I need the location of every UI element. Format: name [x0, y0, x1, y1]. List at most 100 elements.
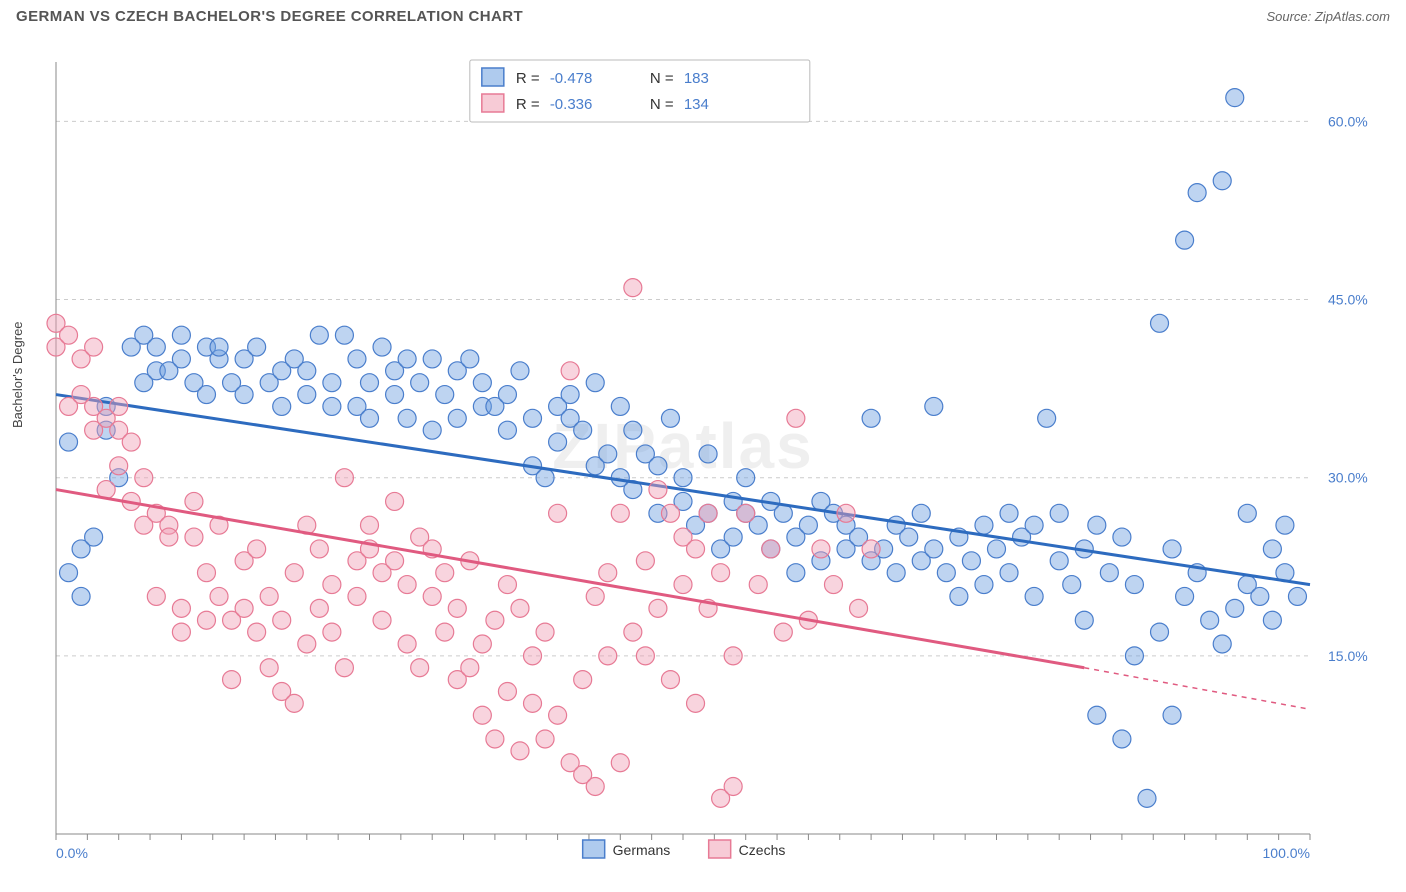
data-point — [110, 457, 128, 475]
data-point — [298, 362, 316, 380]
data-point — [473, 374, 491, 392]
data-point — [60, 326, 78, 344]
data-point — [398, 635, 416, 653]
stat-r-value: -0.336 — [550, 96, 593, 113]
data-point — [511, 742, 529, 760]
data-point — [636, 552, 654, 570]
stat-n-value: 134 — [684, 96, 709, 113]
data-point — [824, 576, 842, 594]
data-point — [498, 386, 516, 404]
data-point — [85, 528, 103, 546]
data-point — [486, 611, 504, 629]
data-point — [285, 694, 303, 712]
data-point — [586, 587, 604, 605]
data-point — [611, 504, 629, 522]
data-point — [1163, 706, 1181, 724]
data-point — [1226, 599, 1244, 617]
data-point — [235, 599, 253, 617]
data-point — [1025, 587, 1043, 605]
stat-n-value: 183 — [684, 70, 709, 87]
data-point — [837, 504, 855, 522]
data-point — [1075, 611, 1093, 629]
data-point — [624, 623, 642, 641]
data-point — [549, 433, 567, 451]
data-point — [1226, 89, 1244, 107]
data-point — [398, 350, 416, 368]
data-point — [335, 326, 353, 344]
data-point — [712, 564, 730, 582]
data-point — [172, 599, 190, 617]
data-point — [273, 397, 291, 415]
data-point — [599, 445, 617, 463]
data-point — [1263, 540, 1281, 558]
data-point — [473, 706, 491, 724]
data-point — [549, 706, 567, 724]
data-point — [323, 374, 341, 392]
data-point — [699, 504, 717, 522]
data-point — [386, 386, 404, 404]
data-point — [787, 409, 805, 427]
data-point — [1125, 647, 1143, 665]
data-point — [988, 540, 1006, 558]
stat-r-value: -0.478 — [550, 70, 593, 87]
data-point — [273, 611, 291, 629]
data-point — [524, 694, 542, 712]
data-point — [498, 421, 516, 439]
data-point — [687, 694, 705, 712]
data-point — [310, 599, 328, 617]
data-point — [448, 409, 466, 427]
data-point — [498, 682, 516, 700]
data-point — [962, 552, 980, 570]
data-point — [386, 492, 404, 510]
data-point — [1113, 730, 1131, 748]
data-point — [473, 635, 491, 653]
data-point — [361, 374, 379, 392]
data-point — [611, 754, 629, 772]
y-tick-label: 15.0% — [1328, 648, 1368, 664]
data-point — [498, 576, 516, 594]
data-point — [248, 338, 266, 356]
data-point — [561, 362, 579, 380]
data-point — [1151, 314, 1169, 332]
data-point — [1176, 231, 1194, 249]
data-point — [586, 777, 604, 795]
data-point — [561, 386, 579, 404]
data-point — [335, 469, 353, 487]
data-point — [787, 564, 805, 582]
data-point — [699, 445, 717, 463]
data-point — [975, 516, 993, 534]
source-attribution: Source: ZipAtlas.com — [1266, 9, 1390, 24]
data-point — [524, 647, 542, 665]
data-point — [912, 504, 930, 522]
data-point — [1050, 504, 1068, 522]
data-point — [862, 409, 880, 427]
data-point — [147, 338, 165, 356]
data-point — [536, 730, 554, 748]
data-point — [661, 671, 679, 689]
data-point — [536, 623, 554, 641]
footer-legend-swatch — [583, 840, 605, 858]
data-point — [649, 599, 667, 617]
data-point — [624, 421, 642, 439]
data-point — [411, 374, 429, 392]
data-point — [636, 647, 654, 665]
y-axis-label: Bachelor's Degree — [10, 321, 25, 428]
data-point — [210, 338, 228, 356]
data-point — [925, 397, 943, 415]
data-point — [461, 659, 479, 677]
data-point — [60, 433, 78, 451]
data-point — [724, 777, 742, 795]
data-point — [486, 730, 504, 748]
data-point — [549, 504, 567, 522]
data-point — [850, 599, 868, 617]
data-point — [348, 587, 366, 605]
data-point — [85, 338, 103, 356]
data-point — [310, 540, 328, 558]
data-point — [862, 540, 880, 558]
data-point — [1138, 789, 1156, 807]
data-point — [436, 386, 454, 404]
data-point — [60, 564, 78, 582]
data-point — [423, 350, 441, 368]
data-point — [950, 587, 968, 605]
data-point — [687, 540, 705, 558]
